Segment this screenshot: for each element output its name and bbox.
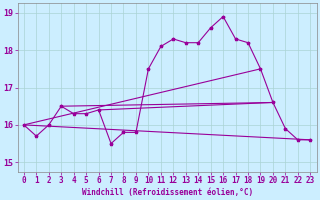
- X-axis label: Windchill (Refroidissement éolien,°C): Windchill (Refroidissement éolien,°C): [82, 188, 253, 197]
